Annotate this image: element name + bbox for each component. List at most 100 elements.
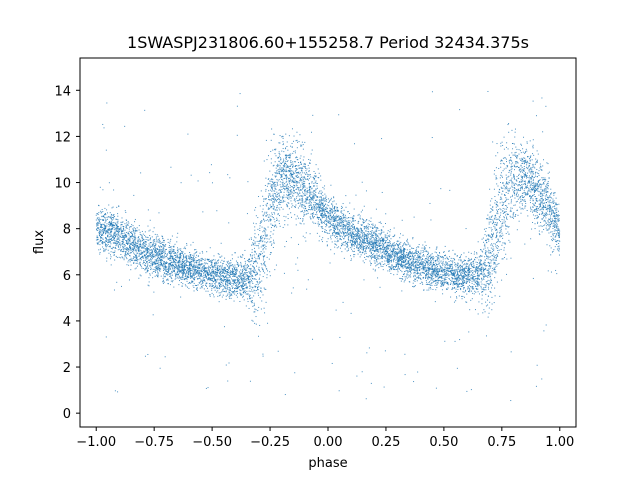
- data-point: [120, 229, 122, 231]
- data-point: [318, 177, 320, 179]
- data-point: [192, 266, 194, 268]
- data-point: [313, 194, 315, 196]
- data-point: [278, 142, 280, 144]
- data-point: [513, 176, 515, 178]
- data-point: [439, 266, 441, 268]
- data-point: [153, 248, 155, 250]
- data-point: [209, 284, 211, 286]
- data-point: [136, 227, 138, 229]
- data-point: [532, 203, 534, 205]
- data-point: [448, 250, 450, 252]
- data-point: [528, 187, 530, 189]
- data-point: [116, 226, 118, 228]
- data-point: [419, 263, 421, 265]
- data-point: [359, 218, 361, 220]
- data-point: [553, 222, 555, 224]
- data-point: [524, 174, 526, 176]
- data-point: [293, 186, 295, 188]
- data-point: [242, 269, 244, 271]
- data-point: [142, 244, 144, 246]
- data-point: [306, 190, 308, 192]
- data-point: [252, 258, 254, 260]
- data-point: [538, 225, 540, 227]
- data-point: [496, 201, 498, 203]
- data-point: [128, 233, 130, 235]
- data-point: [335, 219, 337, 221]
- data-point: [240, 263, 242, 265]
- data-point: [113, 234, 115, 236]
- data-point: [263, 160, 265, 162]
- data-point: [323, 205, 325, 207]
- data-point: [296, 188, 298, 190]
- data-point: [262, 240, 264, 242]
- data-point: [264, 198, 266, 200]
- data-point: [459, 278, 461, 280]
- data-point: [333, 225, 335, 227]
- data-point: [140, 264, 142, 266]
- data-point: [215, 261, 217, 263]
- data-point: [305, 240, 307, 242]
- data-point: [433, 272, 435, 274]
- data-point: [440, 276, 442, 278]
- data-point: [229, 280, 231, 282]
- data-point: [170, 260, 172, 262]
- data-point: [307, 212, 309, 214]
- data-point: [152, 246, 154, 248]
- data-point: [363, 236, 365, 238]
- data-point: [346, 220, 348, 222]
- data-point: [231, 271, 233, 273]
- data-point: [308, 177, 310, 179]
- data-point: [176, 268, 178, 270]
- data-point: [387, 239, 389, 241]
- data-point: [421, 281, 423, 283]
- data-point: [367, 240, 369, 242]
- data-point: [475, 282, 477, 284]
- data-point: [356, 237, 358, 239]
- data-point: [289, 155, 291, 157]
- data-point: [179, 256, 181, 258]
- data-point: [142, 243, 144, 245]
- data-point: [359, 251, 361, 253]
- data-point: [539, 204, 541, 206]
- data-point: [211, 182, 213, 184]
- data-point: [132, 258, 134, 260]
- data-point: [454, 282, 456, 284]
- data-point: [114, 237, 116, 239]
- data-point: [555, 225, 557, 227]
- data-point: [209, 271, 211, 273]
- data-point: [194, 266, 196, 268]
- data-point: [442, 280, 444, 282]
- data-point: [358, 250, 360, 252]
- data-point: [296, 200, 298, 202]
- data-point: [288, 208, 290, 210]
- data-point: [220, 273, 222, 275]
- data-point: [380, 256, 382, 258]
- data-point: [157, 257, 159, 259]
- data-point: [326, 204, 328, 206]
- data-point: [263, 227, 265, 229]
- data-point: [515, 193, 517, 195]
- data-point: [330, 215, 332, 217]
- data-point: [365, 234, 367, 236]
- data-point: [175, 275, 177, 276]
- data-point: [173, 258, 175, 260]
- data-point: [302, 193, 304, 195]
- data-point: [304, 200, 306, 202]
- data-point: [418, 272, 420, 274]
- data-point: [481, 283, 483, 285]
- data-point: [312, 195, 314, 197]
- data-point: [389, 248, 391, 250]
- data-point: [97, 217, 99, 219]
- data-point: [405, 261, 407, 263]
- data-point: [405, 259, 407, 261]
- data-point: [131, 224, 133, 226]
- data-point: [144, 268, 146, 270]
- data-point: [545, 324, 547, 326]
- data-point: [471, 266, 473, 268]
- data-point: [120, 221, 122, 223]
- data-point: [340, 217, 342, 219]
- data-point: [152, 239, 154, 241]
- data-point: [149, 274, 151, 276]
- data-point: [174, 267, 176, 269]
- data-point: [440, 266, 442, 268]
